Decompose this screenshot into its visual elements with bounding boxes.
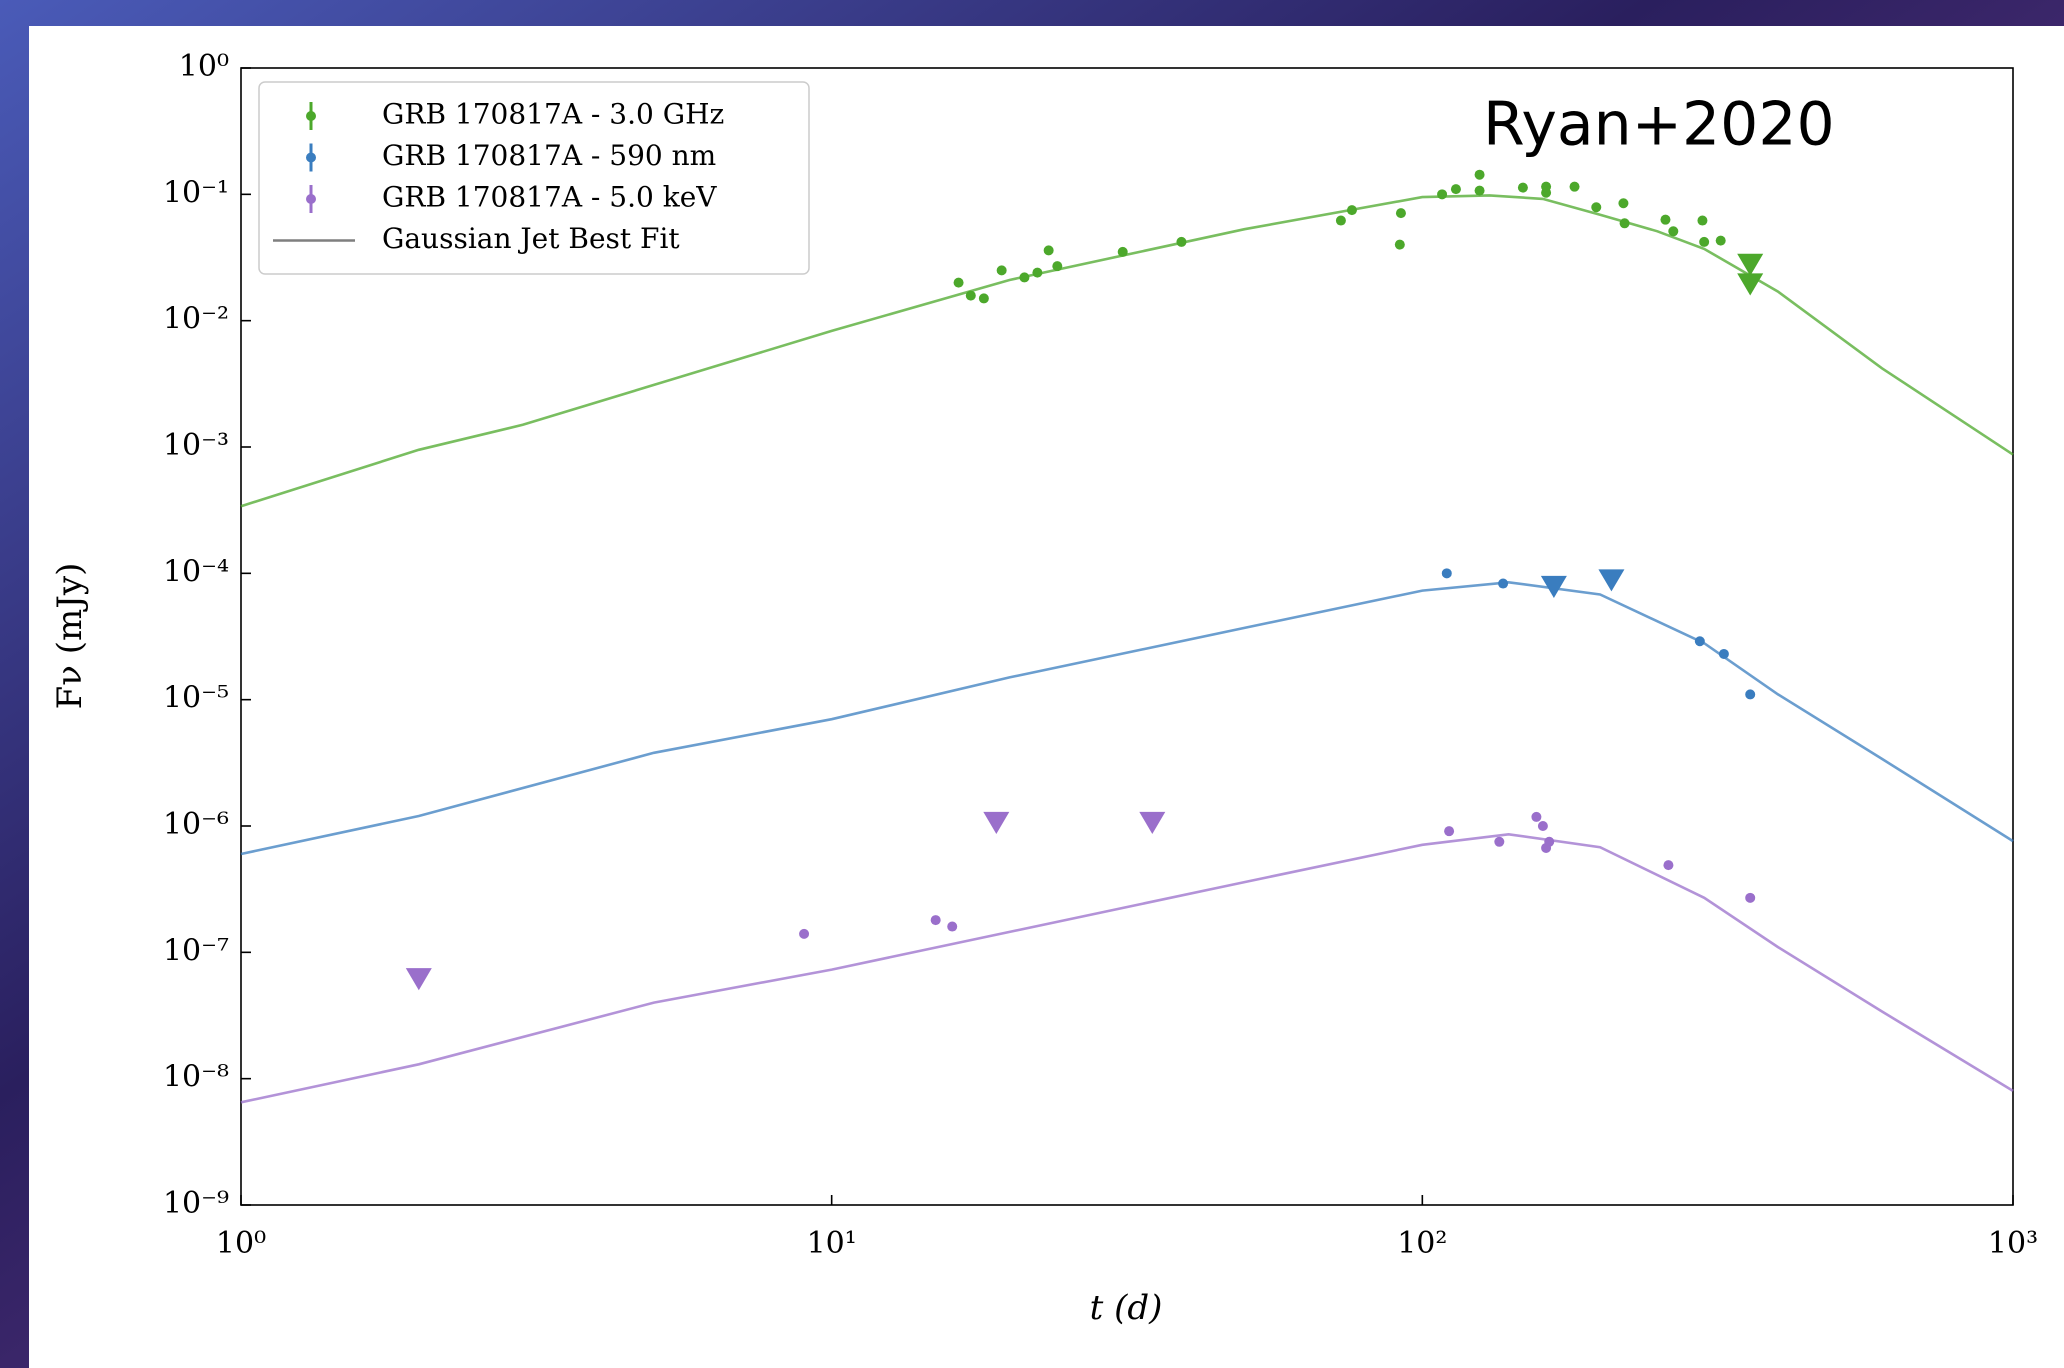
x-tick-label: 10¹ — [807, 1226, 857, 1261]
x-tick-label: 10² — [1397, 1226, 1447, 1261]
legend-marker — [306, 194, 316, 204]
fit-line — [240, 194, 2014, 508]
data-point — [1052, 261, 1063, 272]
annotation: Ryan+2020 — [1483, 90, 1835, 160]
upper-limit — [1598, 569, 1625, 592]
data-point — [1618, 198, 1629, 209]
data-point — [1474, 169, 1485, 180]
y-tick-label: 10⁻⁶ — [163, 807, 229, 842]
data-point — [1537, 821, 1548, 831]
data-point — [1394, 239, 1405, 250]
data-point — [1718, 648, 1729, 659]
data-point — [1176, 236, 1187, 247]
x-tick-label: 10³ — [1988, 1226, 2038, 1261]
x-axis-label: t (d) — [1090, 1288, 1163, 1328]
y-tick-label: 10⁻⁷ — [163, 933, 229, 968]
data-point — [1117, 246, 1128, 257]
data-point — [1517, 182, 1528, 193]
data-point — [1441, 568, 1452, 579]
data-point — [1619, 218, 1630, 229]
y-tick-label: 10⁻⁸ — [163, 1060, 229, 1095]
data-point — [1335, 215, 1346, 226]
fit-line — [240, 832, 2014, 1104]
data-point — [1699, 236, 1710, 247]
legend-box — [258, 81, 810, 275]
y-axis-label: Fν (mJy) — [50, 563, 90, 710]
legend-marker — [306, 152, 316, 163]
plot-frame — [240, 67, 2014, 1206]
legend-marker — [306, 111, 316, 121]
data-point — [1444, 826, 1455, 837]
data-point — [1346, 205, 1357, 216]
data-point — [1032, 267, 1043, 278]
data-point — [1745, 892, 1756, 903]
data-point — [1715, 235, 1726, 246]
legend-label: Gaussian Jet Best Fit — [382, 222, 680, 255]
upper-limit — [1540, 575, 1567, 598]
data-point — [1660, 214, 1671, 225]
upper-limit — [983, 811, 1010, 834]
upper-limit — [1737, 273, 1764, 296]
upper-limit — [405, 968, 432, 991]
data-point — [1541, 181, 1552, 192]
data-point — [1498, 578, 1509, 589]
y-tick-label: 10⁻⁹ — [163, 1186, 229, 1221]
data-point — [1450, 184, 1461, 195]
fit-line — [240, 580, 2014, 856]
data-point — [1395, 208, 1406, 219]
y-tick-label: 10⁻² — [163, 302, 229, 337]
data-point — [1663, 860, 1674, 871]
data-point — [930, 915, 941, 926]
y-tick-label: 10⁻⁵ — [163, 681, 229, 716]
data-point — [1531, 811, 1542, 822]
legend-label: GRB 170817A - 590 nm — [382, 139, 716, 172]
x-tick-label: 10⁰ — [216, 1226, 266, 1261]
data-point — [1544, 836, 1555, 847]
data-point — [1668, 226, 1679, 237]
legend-label: GRB 170817A - 3.0 GHz — [382, 98, 724, 131]
y-tick-label: 10⁻³ — [163, 428, 229, 463]
data-point — [799, 928, 810, 939]
data-point — [965, 290, 976, 301]
data-point — [1591, 202, 1602, 213]
data-point — [1745, 689, 1756, 700]
data-point — [1694, 636, 1705, 647]
data-point — [1043, 245, 1054, 256]
data-point — [1494, 836, 1505, 847]
data-point — [1019, 272, 1030, 283]
y-tick-label: 10⁻¹ — [163, 175, 229, 210]
data-point — [947, 921, 958, 932]
data-point — [1569, 181, 1580, 192]
data-point — [953, 277, 964, 288]
upper-limit — [1139, 811, 1166, 834]
data-point — [996, 265, 1007, 276]
legend-label: GRB 170817A - 5.0 keV — [382, 181, 717, 214]
upper-limit — [1737, 253, 1764, 276]
data-point — [1437, 189, 1448, 200]
data-point — [1697, 215, 1708, 226]
y-tick-label: 10⁰ — [179, 49, 229, 84]
data-point — [978, 293, 989, 304]
data-point — [1474, 185, 1485, 196]
y-tick-label: 10⁻⁴ — [163, 554, 229, 589]
